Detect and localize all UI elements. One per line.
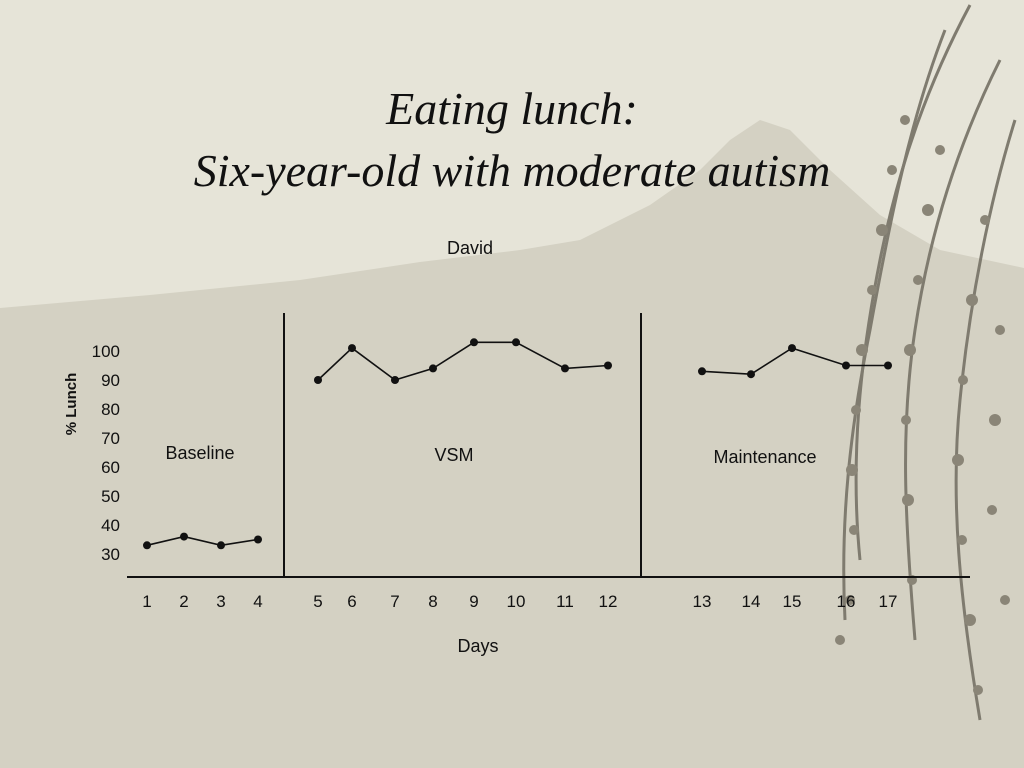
willow-leaves-decoration (835, 115, 1010, 695)
x-tick-label-15: 15 (783, 592, 802, 611)
data-point-day-6 (348, 344, 356, 353)
x-tick-label-1: 1 (142, 592, 151, 611)
y-tick-label-40: 40 (101, 516, 120, 535)
data-point-day-8 (429, 364, 437, 373)
data-point-day-7 (391, 376, 399, 384)
x-tick-label-13: 13 (693, 592, 712, 611)
y-tick-label-30: 30 (101, 545, 120, 564)
series-line-baseline (146, 535, 259, 547)
data-point-day-16 (842, 361, 850, 370)
y-tick-label-100: 100 (92, 342, 120, 361)
chart-title: David (447, 238, 493, 258)
data-point-day-9 (470, 338, 478, 347)
x-tick-label-2: 2 (179, 592, 188, 611)
x-tick-label-7: 7 (390, 592, 399, 611)
x-tick-label-3: 3 (216, 592, 225, 611)
y-tick-label-60: 60 (101, 458, 120, 477)
x-tick-label-9: 9 (469, 592, 478, 611)
x-tick-label-14: 14 (742, 592, 761, 611)
phase-label-maintenance: Maintenance (713, 447, 816, 467)
slide-title: Eating lunch: Six-year-old with moderate… (0, 78, 1024, 202)
data-point-day-12 (604, 361, 612, 370)
x-axis-label: Days (457, 636, 498, 656)
y-tick-label-90: 90 (101, 371, 120, 390)
data-point-day-17 (884, 361, 892, 370)
data-point-day-10 (512, 338, 520, 347)
y-tick-label-70: 70 (101, 429, 120, 448)
x-tick-label-8: 8 (428, 592, 437, 611)
data-point-day-1 (143, 541, 151, 550)
data-series (143, 338, 892, 550)
y-tick-label-80: 80 (101, 400, 120, 419)
phase-label-baseline: Baseline (165, 443, 234, 463)
data-point-day-11 (561, 364, 569, 373)
data-point-day-14 (747, 370, 755, 379)
data-point-day-5 (314, 376, 322, 384)
data-point-day-13 (698, 367, 706, 376)
slide-title-line-1: Eating lunch: (386, 83, 638, 134)
y-tick-labels: 30 40 50 60 70 80 90 100 (92, 342, 120, 564)
series-line-maintenance (701, 347, 888, 376)
phase-change-lines (283, 313, 642, 577)
series-line-vsm (317, 341, 609, 381)
phase-labels: Baseline VSM Maintenance (165, 443, 816, 467)
x-tick-label-12: 12 (599, 592, 618, 611)
data-point-day-15 (788, 344, 796, 353)
x-tick-label-17: 17 (879, 592, 898, 611)
mountain-silhouette (0, 120, 1024, 768)
x-tick-label-10: 10 (507, 592, 526, 611)
data-point-day-3 (217, 541, 225, 550)
x-tick-label-16: 16 (837, 592, 856, 611)
data-point-day-2 (180, 532, 188, 541)
y-tick-label-50: 50 (101, 487, 120, 506)
x-tick-label-6: 6 (347, 592, 356, 611)
x-tick-labels: 1 2 3 4 5 6 7 8 9 10 11 12 13 14 15 16 17 (142, 592, 897, 611)
x-tick-label-11: 11 (556, 592, 574, 611)
x-tick-label-5: 5 (313, 592, 322, 611)
slide-title-line-2: Six-year-old with moderate autism (193, 145, 831, 196)
x-tick-label-4: 4 (253, 592, 262, 611)
phase-label-vsm: VSM (434, 445, 473, 465)
data-point-day-4 (254, 535, 262, 544)
y-axis-label: % Lunch (63, 373, 80, 436)
